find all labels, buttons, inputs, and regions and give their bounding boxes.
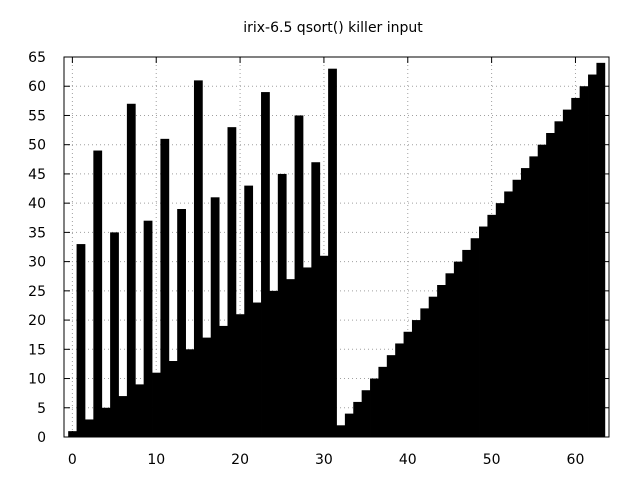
bar bbox=[252, 302, 262, 437]
bar bbox=[269, 290, 279, 437]
x-tick-label: 60 bbox=[567, 452, 585, 468]
y-tick-label: 45 bbox=[28, 167, 46, 183]
bar bbox=[286, 279, 295, 437]
bar bbox=[210, 197, 220, 437]
x-tick-label: 10 bbox=[147, 452, 165, 468]
bars bbox=[68, 62, 606, 438]
y-tick-label: 25 bbox=[28, 284, 46, 300]
x-tick-label: 50 bbox=[483, 452, 501, 468]
bar bbox=[277, 173, 287, 437]
x-tick-label: 20 bbox=[231, 452, 249, 468]
y-tick-label: 15 bbox=[28, 342, 46, 358]
bar bbox=[470, 238, 480, 437]
x-tick-label: 0 bbox=[68, 452, 77, 468]
plot-frame bbox=[63, 56, 610, 438]
bar bbox=[202, 337, 212, 437]
x-tick-label: 40 bbox=[399, 452, 417, 468]
bar bbox=[126, 103, 136, 438]
bar bbox=[529, 156, 539, 437]
bar bbox=[328, 68, 337, 437]
bar bbox=[562, 109, 572, 437]
bar bbox=[110, 232, 119, 437]
bar bbox=[571, 97, 581, 437]
bar bbox=[302, 267, 312, 437]
y-tick-label: 10 bbox=[28, 372, 46, 388]
bar bbox=[411, 320, 421, 437]
y-tick-label: 0 bbox=[37, 430, 46, 446]
bar bbox=[185, 349, 195, 437]
bar bbox=[588, 74, 597, 438]
bar bbox=[319, 255, 329, 437]
bar bbox=[227, 127, 237, 438]
y-tick-label: 35 bbox=[28, 225, 46, 241]
bar bbox=[344, 413, 354, 437]
bar bbox=[546, 133, 555, 437]
bar bbox=[135, 384, 145, 437]
bar bbox=[84, 419, 94, 437]
bar bbox=[152, 372, 161, 437]
x-axis-tick-labels: 0 10 20 30 40 50 60 bbox=[68, 452, 584, 468]
y-tick-label: 50 bbox=[28, 138, 46, 154]
bar bbox=[487, 214, 497, 437]
bar bbox=[261, 92, 270, 438]
bar bbox=[76, 244, 86, 437]
x-tick-label: 30 bbox=[315, 452, 333, 468]
y-tick-label: 20 bbox=[28, 313, 46, 329]
axes bbox=[63, 56, 610, 438]
chart-title: irix-6.5 qsort() killer input bbox=[243, 20, 423, 36]
bar bbox=[495, 203, 505, 437]
y-tick-label: 60 bbox=[28, 79, 46, 95]
bar bbox=[395, 343, 404, 437]
bar bbox=[428, 296, 438, 437]
y-tick-label: 40 bbox=[28, 196, 46, 212]
bar bbox=[361, 390, 371, 437]
bar bbox=[437, 285, 446, 437]
bar bbox=[370, 378, 379, 437]
bar bbox=[353, 401, 363, 437]
bar bbox=[403, 331, 413, 437]
bar bbox=[244, 185, 254, 437]
bar bbox=[520, 168, 530, 438]
bar bbox=[453, 261, 463, 437]
bar bbox=[554, 121, 564, 438]
bar bbox=[462, 249, 472, 437]
y-tick-label: 65 bbox=[28, 50, 46, 66]
bar bbox=[193, 80, 203, 437]
bar bbox=[336, 425, 346, 437]
bar bbox=[311, 162, 321, 437]
bar bbox=[101, 407, 111, 437]
bar bbox=[479, 226, 488, 437]
y-tick-label: 30 bbox=[28, 255, 46, 271]
bar bbox=[168, 361, 178, 437]
bar bbox=[386, 355, 396, 437]
bar bbox=[378, 366, 388, 437]
bar bbox=[420, 308, 430, 437]
bar bbox=[445, 273, 455, 437]
bar bbox=[504, 191, 513, 437]
bar bbox=[512, 179, 522, 437]
bar bbox=[160, 138, 170, 437]
bar bbox=[537, 144, 547, 437]
y-axis-tick-labels: 0 5 10 15 20 25 30 35 40 45 50 55 60 65 bbox=[28, 50, 46, 446]
bar bbox=[177, 209, 186, 437]
bar bbox=[118, 396, 128, 437]
bar bbox=[93, 150, 103, 438]
bar bbox=[294, 115, 304, 437]
bar bbox=[596, 62, 606, 437]
bar bbox=[219, 325, 228, 437]
bar bbox=[235, 314, 245, 437]
y-tick-label: 55 bbox=[28, 108, 46, 124]
bar bbox=[579, 86, 589, 437]
y-tick-label: 5 bbox=[37, 401, 46, 417]
bar bbox=[143, 220, 153, 437]
